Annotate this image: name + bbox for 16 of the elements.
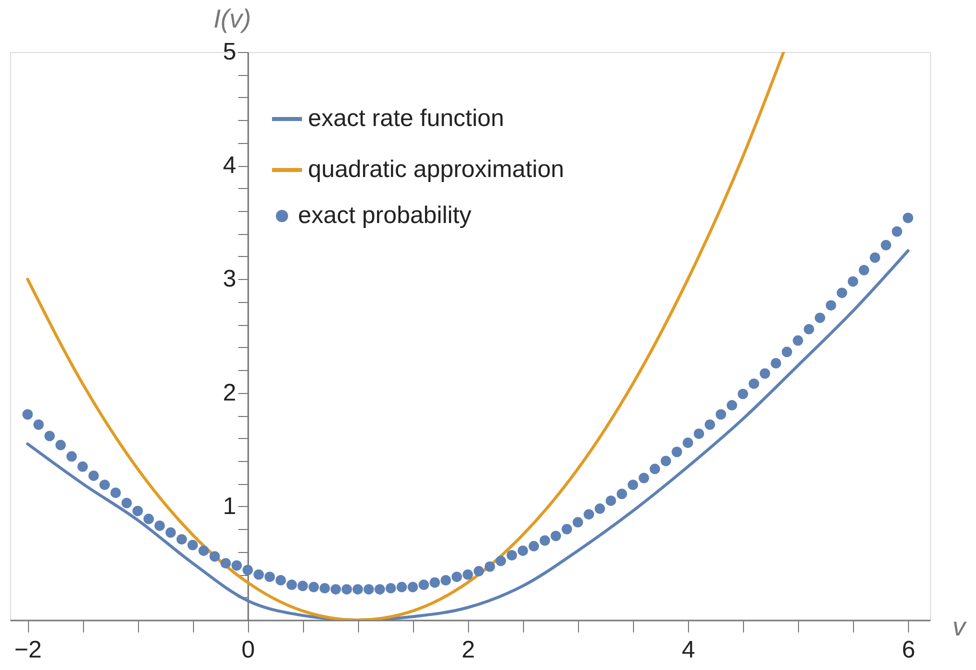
- legend-label: quadratic approximation: [308, 156, 564, 183]
- line-series: [26, 249, 910, 620]
- legend-label: exact rate function: [308, 105, 504, 132]
- x-tick-label: 2: [462, 636, 475, 664]
- x-tick-label: 4: [682, 636, 696, 664]
- x-tick-label: −2: [14, 636, 42, 664]
- legend-label: exact probability: [298, 202, 472, 229]
- y-tick-label: 1: [222, 492, 236, 520]
- x-tick-label: 0: [242, 636, 255, 664]
- x-tick-label: 6: [902, 636, 916, 664]
- y-tick-label: 2: [222, 379, 236, 406]
- y-tick-label: 3: [222, 266, 236, 293]
- x-axis-title: v: [952, 612, 968, 642]
- y-tick-label: 4: [222, 152, 236, 180]
- y-axis-title: I(v): [213, 4, 251, 34]
- y-tick-label: 5: [222, 38, 236, 66]
